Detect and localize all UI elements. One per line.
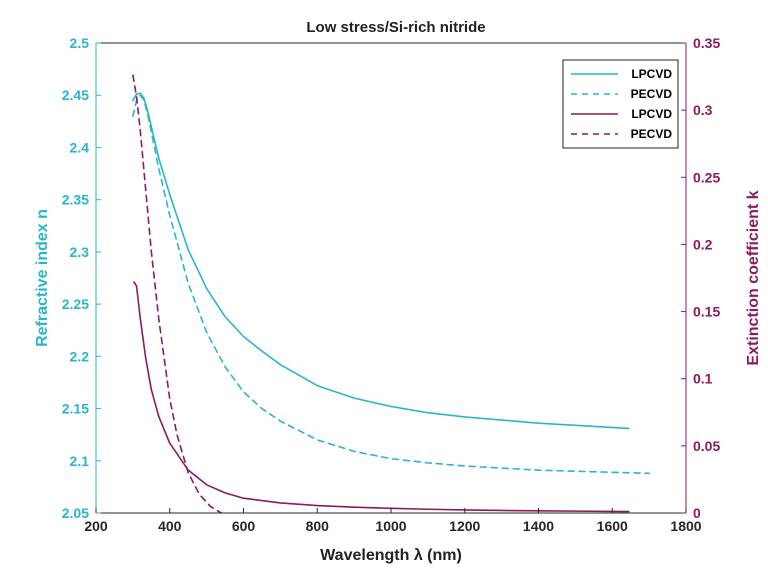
x-axis-label: Wavelength λ (nm)	[320, 547, 462, 564]
y-left-tick-label: 2.35	[62, 192, 89, 208]
y-left-tick-label: 2.5	[70, 35, 90, 51]
chart-title: Low stress/Si-rich nitride	[306, 19, 485, 36]
y-right-tick-label: 0.1	[693, 371, 713, 387]
x-tick-label: 400	[158, 518, 182, 534]
legend-label: LPCVD	[631, 67, 672, 81]
x-tick-label: 1400	[523, 518, 554, 534]
y-right-tick-label: 0	[693, 505, 701, 521]
y-right-tick-label: 0.15	[693, 304, 720, 320]
x-tick-label: 1200	[449, 518, 480, 534]
y-left-tick-label: 2.05	[62, 505, 89, 521]
series-line-lpcvd-k	[133, 281, 630, 513]
y-left-tick-label: 2.45	[62, 87, 89, 103]
series-line-pecvd-k	[132, 74, 223, 514]
y-left-tick-label: 2.4	[70, 139, 90, 155]
x-tick-label: 200	[84, 518, 108, 534]
y-axis-label-left: Refractive index n	[34, 209, 51, 347]
series-line-pecvd-n	[132, 94, 650, 475]
legend-label: PECVD	[631, 127, 673, 141]
y-right-tick-label: 0.3	[693, 102, 713, 118]
series-layer	[132, 74, 650, 514]
y-right-tick-label: 0.05	[693, 438, 720, 454]
y-left-tick-label: 2.15	[62, 401, 89, 417]
legend-label: LPCVD	[631, 107, 672, 121]
x-tick-label: 1000	[375, 518, 406, 534]
y-left-tick-label: 2.3	[70, 244, 90, 260]
legend-label: PECVD	[631, 87, 673, 101]
y-right-tick-label: 0.25	[693, 169, 720, 185]
ticks-layer: 200 400 600 800 1000 1200 1400 1600 1800 2.05 2.1 2…	[62, 35, 721, 534]
y-right-tick-label: 0.35	[693, 35, 720, 51]
x-tick-label: 600	[232, 518, 256, 534]
x-tick-label: 800	[306, 518, 330, 534]
y-left-tick-label: 2.1	[70, 453, 90, 469]
x-tick-label: 1600	[597, 518, 628, 534]
y-left-tick-label: 2.25	[62, 296, 89, 312]
x-tick-label: 1800	[670, 518, 701, 534]
y-axis-label-right: Extinction coefficient k	[745, 190, 762, 365]
y-right-tick-label: 0.2	[693, 236, 713, 252]
y-left-tick-label: 2.2	[70, 348, 90, 364]
legend: LPCVD PECVD LPCVD PECVD	[562, 59, 679, 149]
